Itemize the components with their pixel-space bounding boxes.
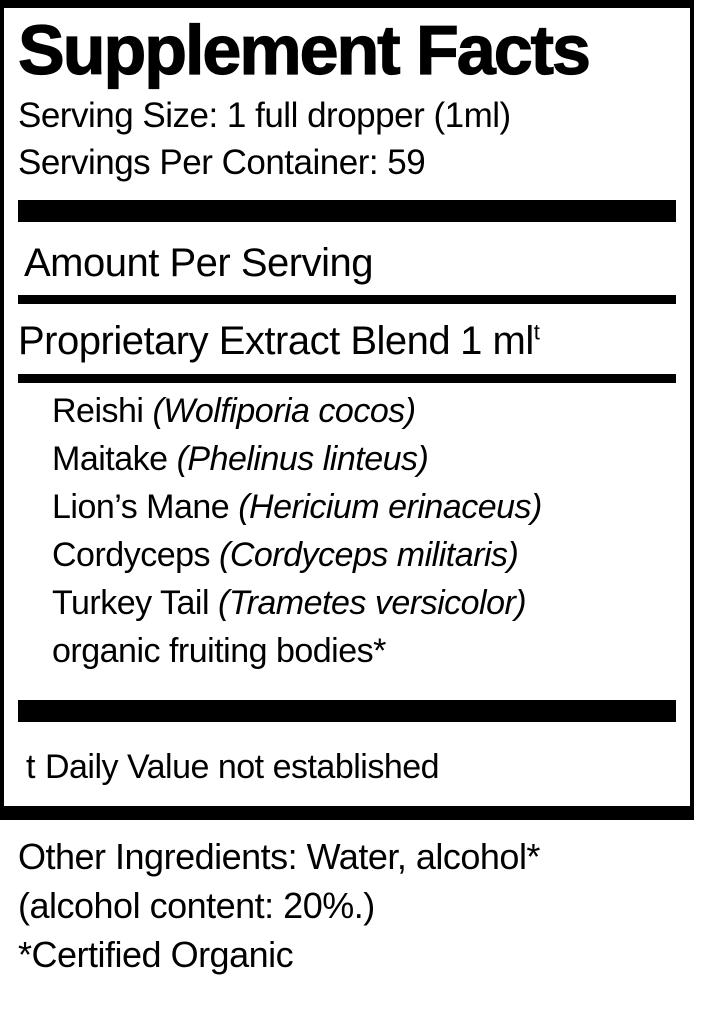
ingredient-name: Maitake xyxy=(52,440,168,478)
ingredient-line-cordyceps: Cordyceps (Cordyceps militaris) xyxy=(52,531,676,579)
amount-per-serving-heading: Amount Per Serving xyxy=(24,241,373,285)
daily-value-footnote: t Daily Value not established xyxy=(18,744,676,790)
separator-bar-thin-2 xyxy=(18,374,676,383)
separator-bar-thin-1 xyxy=(18,295,676,304)
ingredient-line-reishi: Reishi (Wolfiporia cocos) xyxy=(52,387,676,435)
ingredient-name: Reishi xyxy=(52,392,144,430)
ingredient-name: Cordyceps xyxy=(52,536,211,574)
proprietary-blend-heading: Proprietary Extract Blend 1 mlt xyxy=(18,312,676,370)
ingredient-list: Reishi (Wolfiporia cocos) Maitake (Phelinu… xyxy=(18,387,676,675)
servings-per-container-line: Servings Per Container: 59 xyxy=(18,143,426,182)
supplement-facts-title: Supplement Facts xyxy=(17,10,591,89)
ingredient-name: Lion’s Mane xyxy=(52,488,230,526)
ingredient-latin-name: (Trametes versicolor) xyxy=(218,584,527,622)
certified-organic-line: *Certified Organic xyxy=(18,934,294,975)
blend-daily-value-symbol: t xyxy=(533,319,540,345)
ingredient-line-turkey-tail: Turkey Tail (Trametes versicolor) xyxy=(52,579,676,627)
ingredient-latin-name: (Wolfiporia cocos) xyxy=(152,392,416,430)
separator-bar-thick-top xyxy=(18,200,676,222)
other-ingredients-section: Other Ingredients: Water, alcohol* (alco… xyxy=(18,832,701,979)
ingredient-line-lions-mane: Lion’s Mane (Hericium erinaceus) xyxy=(52,483,676,531)
footnote-text: Daily Value not established xyxy=(44,748,440,786)
alcohol-content-line: (alcohol content: 20%.) xyxy=(18,885,375,926)
blend-amount: 1 ml xyxy=(460,319,534,363)
supplement-facts-panel: Supplement Facts Serving Size: 1 full dr… xyxy=(0,0,694,820)
ingredient-line-organic-fruiting-bodies: organic fruiting bodies* xyxy=(52,627,676,675)
other-ingredients-line: Other Ingredients: Water, alcohol* xyxy=(18,836,540,877)
footnote-symbol: t xyxy=(26,748,35,786)
separator-bar-thick-bottom xyxy=(18,700,676,722)
ingredient-name: Turkey Tail xyxy=(52,584,210,622)
ingredient-name: organic fruiting bodies* xyxy=(52,632,386,670)
ingredient-latin-name: (Cordyceps militaris) xyxy=(219,536,519,574)
ingredient-latin-name: (Phelinus linteus) xyxy=(176,440,429,478)
blend-name: Proprietary Extract Blend xyxy=(18,319,451,363)
ingredient-latin-name: (Hericium erinaceus) xyxy=(238,488,542,526)
serving-size-line: Serving Size: 1 full dropper (1ml) xyxy=(18,96,511,135)
ingredient-line-maitake: Maitake (Phelinus linteus) xyxy=(52,435,676,483)
